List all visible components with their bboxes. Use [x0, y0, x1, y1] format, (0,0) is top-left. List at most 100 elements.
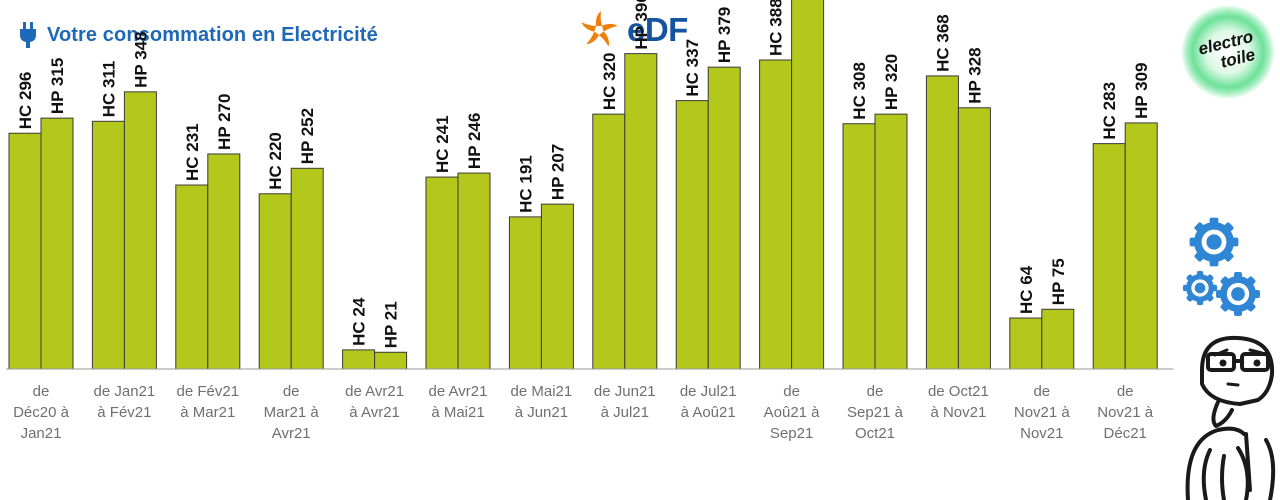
data-label: HP 207 [548, 144, 567, 200]
bar-hc [8, 132, 42, 370]
bar-hp [374, 351, 408, 370]
bar-hp [874, 113, 908, 370]
page-title: Votre consommation en Electricité [47, 23, 378, 46]
category-label: de [1033, 383, 1050, 400]
chart-header: Votre consommation en Electricité [18, 22, 378, 48]
data-label: HP 309 [1132, 62, 1151, 118]
bar-hp [540, 203, 574, 370]
data-label: HP 320 [882, 54, 901, 110]
data-label: HC 64 [1017, 265, 1036, 314]
consumption-chart: HC 296 HP 315 de Déc20 à Jan21 HC 311 HP 348 de… [6, 0, 1174, 442]
category-label: Sep21 [770, 425, 813, 442]
data-label: HP 21 [382, 301, 401, 348]
category-label: Déc20 à [13, 404, 70, 421]
bar-hp [207, 153, 241, 370]
bar-hc [592, 113, 626, 370]
category-label: Sep21 à [847, 404, 904, 421]
category-label: de Mai21 [511, 383, 573, 400]
category-label: de Avr21 [429, 383, 488, 400]
category-label: de Oct21 [928, 383, 989, 400]
category-label: Mar21 à [264, 404, 320, 421]
edf-logo: eDF [577, 10, 688, 50]
bar-hp [457, 172, 491, 370]
plug-icon [20, 22, 36, 48]
bar-hc [258, 193, 292, 370]
data-label: HC 191 [516, 155, 535, 213]
category-label: de [1117, 383, 1134, 400]
category-label: à Jul21 [601, 404, 649, 421]
data-label: HC 311 [99, 61, 118, 118]
bar-hp [290, 167, 324, 370]
data-label: HC 388 [767, 0, 786, 56]
gear-right [1216, 272, 1260, 316]
category-label: de [283, 383, 300, 400]
data-label: HP 328 [965, 47, 984, 103]
category-label: de Fév21 [177, 383, 240, 400]
electrotoile-badge-icon: electro toile [1181, 5, 1275, 99]
category-label: de [783, 383, 800, 400]
data-label: HC 320 [600, 53, 619, 111]
bar-hc [675, 100, 709, 370]
thinking-person-icon [1185, 335, 1276, 500]
bar-hc [342, 349, 376, 370]
data-label: HC 296 [16, 72, 35, 130]
category-label: de Avr21 [345, 383, 404, 400]
data-label: HP 396 [632, 0, 651, 50]
category-label: de [867, 383, 884, 400]
category-label: Jan21 [21, 425, 62, 442]
data-label: HC 308 [850, 62, 869, 120]
category-label: de Jan21 [94, 383, 156, 400]
category-label: de Jun21 [594, 383, 656, 400]
bar-hc [175, 184, 209, 370]
data-label: HP 252 [298, 108, 317, 164]
bar-hp [624, 53, 658, 370]
category-label: à Jun21 [515, 404, 568, 421]
gear-top [1189, 217, 1239, 267]
bar-hc [842, 123, 876, 370]
bar-hc [1092, 143, 1126, 370]
data-label: HC 24 [350, 297, 369, 346]
bar-hp [40, 117, 74, 370]
data-label: HP 270 [215, 94, 234, 150]
data-label: HC 220 [266, 132, 285, 190]
bar-hp [791, 0, 825, 370]
bar-hc [925, 75, 959, 370]
category-label: à Fév21 [97, 404, 151, 421]
edf-logo-text: eDF [627, 11, 688, 48]
bar-hc [508, 216, 542, 370]
category-label: de Jul21 [680, 383, 737, 400]
data-label: HP 315 [48, 58, 67, 114]
category-label: à Nov21 [930, 404, 986, 421]
bar-hc [759, 59, 793, 370]
category-label: Déc21 [1104, 425, 1147, 442]
bar-hp [1041, 308, 1075, 370]
bar-hp [123, 91, 157, 370]
edf-logo-icon [581, 11, 618, 47]
category-label: Oct21 [855, 425, 895, 442]
data-label: HP 379 [715, 7, 734, 63]
category-label: à Aoû21 [681, 404, 736, 421]
data-label: HP 75 [1049, 258, 1068, 305]
data-label: HC 337 [683, 39, 702, 97]
data-label: HC 231 [183, 123, 202, 181]
bar-hc [425, 176, 459, 370]
category-label: Nov21 à [1014, 404, 1071, 421]
data-label: HP 348 [131, 31, 150, 87]
category-label: Avr21 [272, 425, 311, 442]
category-label: à Mai21 [431, 404, 484, 421]
data-label: HC 368 [933, 14, 952, 72]
category-label: à Avr21 [349, 404, 400, 421]
bar-hp [1124, 122, 1158, 370]
data-label: HC 241 [433, 115, 452, 173]
gear-left [1182, 270, 1218, 306]
category-label: Aoû21 à [764, 404, 821, 421]
category-label: de [33, 383, 50, 400]
category-label: à Mar21 [180, 404, 235, 421]
bar-hc [1009, 317, 1043, 370]
data-label: HC 283 [1100, 82, 1119, 140]
bar-hp [957, 107, 991, 370]
category-label: Nov21 à [1097, 404, 1154, 421]
gears-icon [1182, 217, 1260, 316]
bar-hc [91, 120, 125, 370]
data-label: HP 246 [465, 113, 484, 169]
